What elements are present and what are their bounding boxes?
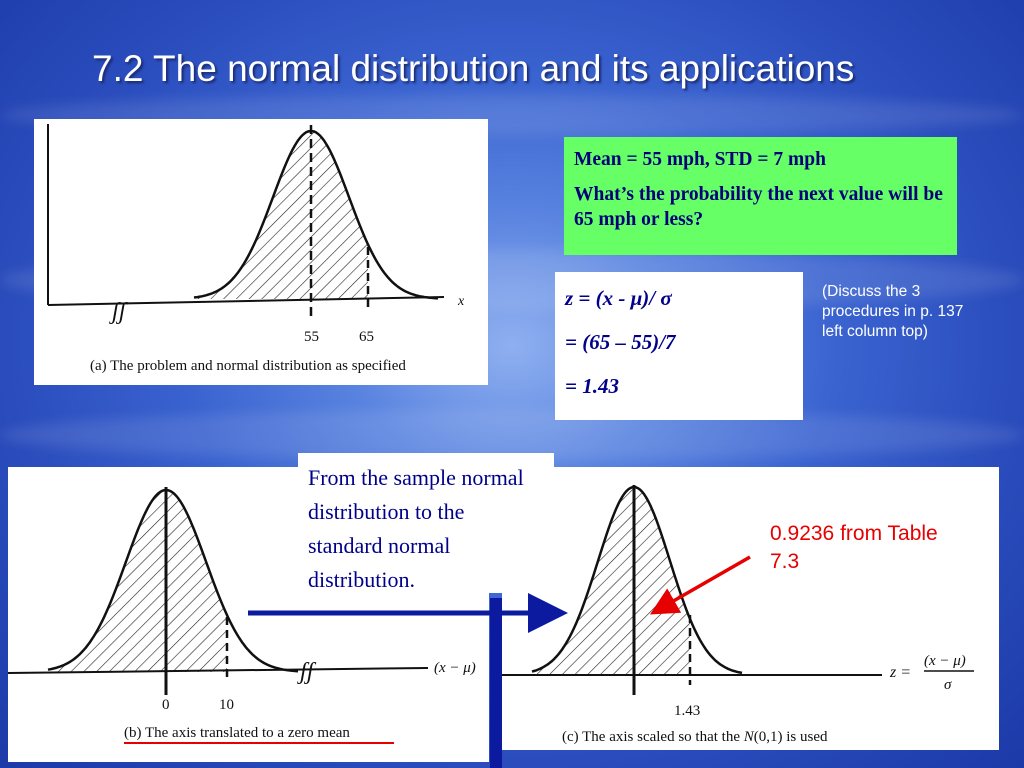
tick-label-value: 10: [219, 697, 234, 713]
z-label: z =: [889, 664, 911, 681]
x-axis: [47, 296, 445, 306]
figure-a-panel: ʃʃ x 55 65 (a) The problem and normal di…: [34, 119, 488, 385]
fraction-numerator: (x − μ): [924, 653, 966, 669]
break-mark: ʃʃ: [297, 659, 317, 685]
break-mark: ʃʃ: [109, 299, 129, 325]
figure-caption: (a) The problem and normal distribution …: [90, 358, 406, 374]
caption-text-end: (0,1) is used: [754, 729, 828, 745]
normal-curve: [193, 129, 439, 300]
figure-a-diagram: ʃʃ x 55 65 (a) The problem and normal di…: [47, 124, 465, 374]
figure-caption: (c) The axis scaled so that the N(0,1) i…: [562, 729, 828, 745]
tick-label-mean: 55: [304, 329, 319, 345]
formula-line-2: = (65 – 55)/7: [565, 330, 676, 354]
figure-b-diagram: ʃʃ (x − μ) 0 10 (b) The axis translated …: [7, 487, 476, 744]
caption-text: (c) The axis scaled so that the: [562, 729, 744, 745]
normal-curve: [47, 488, 299, 673]
figure-c-panel: z = (x − μ) σ 1.43 (c) The axis scaled s…: [502, 467, 999, 750]
fraction-denominator: σ: [944, 677, 952, 693]
table-note: 0.9236 from Table 7.3: [770, 522, 938, 573]
sample-note-box: From the sample normal distribution to t…: [298, 453, 554, 593]
shaded-region: [194, 131, 368, 299]
tick-label-mean: 0: [162, 697, 170, 713]
caption-n: N: [743, 729, 755, 745]
normal-curve: [531, 485, 743, 675]
formula-box: z = (x - μ)/ σ = (65 – 55)/7 = 1.43: [555, 272, 803, 420]
discuss-note: (Discuss the 3 procedures in p. 137 left…: [822, 283, 964, 340]
shaded-region: [48, 490, 227, 672]
divider-bar: [490, 598, 502, 768]
slide-title: 7.2 The normal distribution and its appl…: [92, 48, 855, 89]
shaded-region: [532, 487, 690, 675]
formula-line-1: z = (x - μ)/ σ: [565, 286, 672, 310]
formula-line-3: = 1.43: [565, 374, 619, 398]
x-axis: [7, 667, 429, 674]
figure-caption: (b) The axis translated to a zero mean: [124, 725, 350, 741]
tick-label-value: 65: [359, 329, 374, 345]
problem-line-mean-std: Mean = 55 mph, STD = 7 mph: [574, 149, 826, 170]
background-wave: [0, 410, 1024, 460]
x-axis-label: x: [457, 294, 465, 309]
problem-line-question: What’s the probability the next value wi…: [574, 184, 943, 230]
x-axis-label: (x − μ): [434, 660, 476, 676]
tick-label-value: 1.43: [674, 703, 700, 719]
problem-box: Mean = 55 mph, STD = 7 mph What’s the pr…: [564, 137, 957, 255]
figure-c-diagram: z = (x − μ) σ 1.43 (c) The axis scaled s…: [502, 485, 974, 745]
